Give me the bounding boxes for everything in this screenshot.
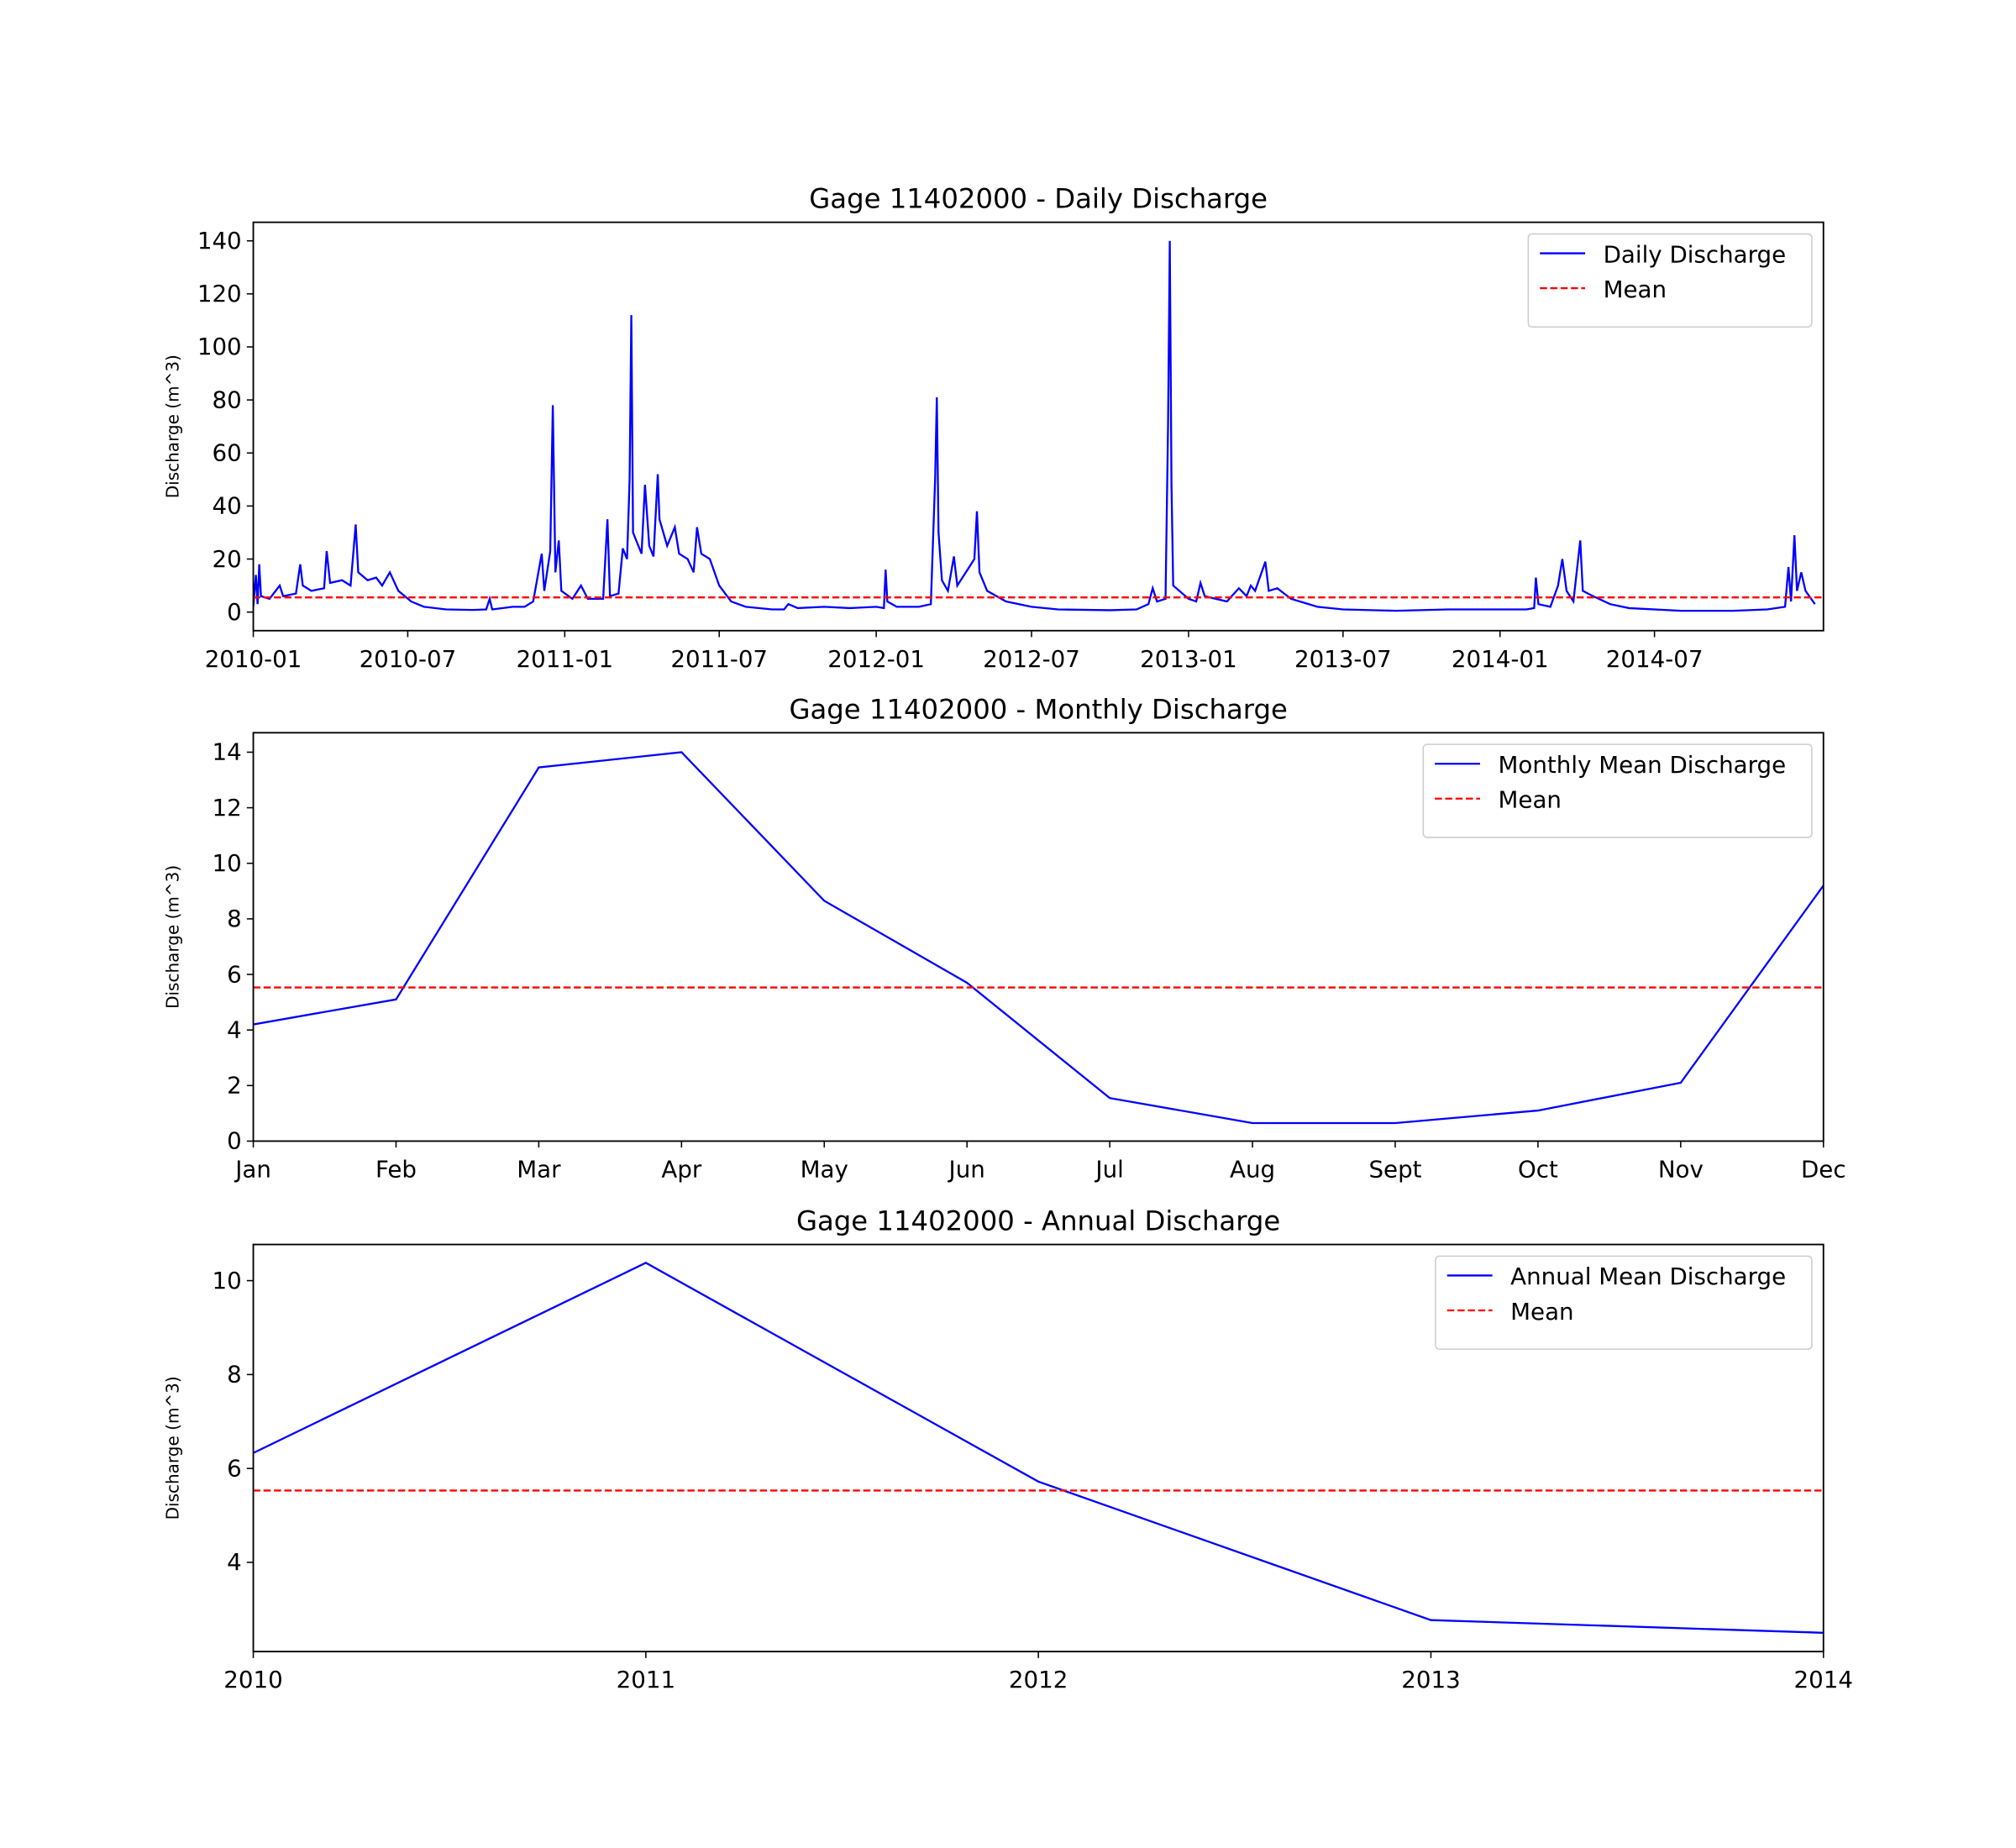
x-tick-label: 2010-01 bbox=[205, 645, 302, 673]
x-tick-label: Aug bbox=[1230, 1156, 1275, 1184]
y-tick-label: 10 bbox=[212, 1267, 241, 1294]
x-tick-label: Jul bbox=[1094, 1156, 1123, 1184]
y-tick-label: 80 bbox=[212, 386, 241, 413]
y-tick-label: 100 bbox=[197, 333, 242, 360]
x-tick-label: Jun bbox=[948, 1156, 985, 1184]
y-tick-label: 4 bbox=[227, 1548, 242, 1576]
x-tick-label: 2011-01 bbox=[516, 645, 613, 673]
axes-frame bbox=[252, 732, 1824, 1142]
x-tick-label: Dec bbox=[1801, 1156, 1846, 1184]
y-tick-label: 0 bbox=[227, 598, 242, 626]
legend-label: Mean bbox=[1510, 1298, 1573, 1326]
y-axis-label: Discharge (m^3) bbox=[162, 865, 182, 1009]
x-tick-label: 2012-07 bbox=[983, 645, 1080, 673]
chart-title: Gage 11402000 - Daily Discharge bbox=[809, 183, 1268, 215]
y-axis-label: Discharge (m^3) bbox=[162, 1376, 182, 1520]
series-line bbox=[253, 751, 1824, 1125]
legend: Daily Discharge Mean bbox=[1527, 233, 1813, 328]
y-tick-label: 20 bbox=[212, 545, 241, 573]
y-axis-label: Discharge (m^3) bbox=[162, 354, 182, 498]
x-tick-label: 2012-01 bbox=[827, 645, 925, 673]
x-tick-label: 2013-01 bbox=[1140, 645, 1237, 673]
y-tick-label: 12 bbox=[212, 794, 241, 822]
x-tick-label: 2013 bbox=[1401, 1666, 1460, 1693]
y-tick-label: 6 bbox=[227, 1454, 242, 1482]
y-tick-label: 8 bbox=[227, 905, 242, 932]
x-tick-label: Jan bbox=[234, 1156, 271, 1184]
y-tick-label: 60 bbox=[212, 438, 241, 466]
x-tick-label: 2010-07 bbox=[360, 645, 457, 673]
x-tick-label: 2014 bbox=[1794, 1666, 1853, 1693]
x-tick-label: 2014-01 bbox=[1452, 645, 1549, 673]
x-tick-label: 2014-07 bbox=[1606, 645, 1704, 673]
x-tick-label: 2012 bbox=[1009, 1666, 1068, 1693]
x-tick-label: 2011 bbox=[617, 1666, 675, 1693]
chart-title: Gage 11402000 - Annual Discharge bbox=[796, 1205, 1280, 1237]
y-tick-label: 8 bbox=[227, 1361, 242, 1389]
legend-frame bbox=[1422, 743, 1813, 838]
legend-label: Mean bbox=[1499, 786, 1562, 814]
axes-frame bbox=[252, 1243, 1824, 1653]
legend-label: Mean bbox=[1604, 276, 1667, 303]
x-tick-label: Apr bbox=[661, 1156, 702, 1184]
legend-label: Annual Mean Discharge bbox=[1510, 1263, 1786, 1290]
legend: Annual Mean Discharge Mean bbox=[1435, 1255, 1813, 1350]
legend-label: Daily Discharge bbox=[1604, 240, 1787, 268]
legend-frame bbox=[1435, 1255, 1813, 1350]
x-tick-label: Oct bbox=[1518, 1156, 1558, 1184]
y-tick-label: 120 bbox=[197, 280, 242, 307]
chart-title: Gage 11402000 - Monthly Discharge bbox=[789, 693, 1287, 725]
x-tick-label: May bbox=[801, 1156, 848, 1184]
x-tick-label: 2011-07 bbox=[670, 645, 768, 673]
y-tick-label: 140 bbox=[197, 227, 242, 255]
y-tick-label: 14 bbox=[212, 738, 241, 766]
axes-frame bbox=[252, 221, 1824, 632]
x-tick-label: Mar bbox=[517, 1156, 561, 1184]
legend-label: Monthly Mean Discharge bbox=[1499, 751, 1787, 779]
y-tick-label: 4 bbox=[227, 1016, 242, 1043]
x-tick-label: Nov bbox=[1658, 1156, 1704, 1184]
y-tick-label: 0 bbox=[227, 1127, 242, 1155]
legend: Monthly Mean Discharge Mean bbox=[1422, 743, 1813, 838]
series-line bbox=[253, 240, 1816, 612]
series-line bbox=[253, 1262, 1824, 1634]
x-tick-label: Feb bbox=[375, 1156, 417, 1184]
y-tick-label: 2 bbox=[227, 1072, 242, 1100]
y-tick-label: 40 bbox=[212, 492, 241, 520]
y-tick-label: 10 bbox=[212, 849, 241, 877]
x-tick-label: 2010 bbox=[223, 1666, 282, 1693]
x-tick-label: 2013-07 bbox=[1294, 645, 1392, 673]
y-tick-label: 6 bbox=[227, 960, 242, 988]
x-tick-label: Sept bbox=[1368, 1156, 1421, 1184]
legend-frame bbox=[1527, 233, 1813, 328]
